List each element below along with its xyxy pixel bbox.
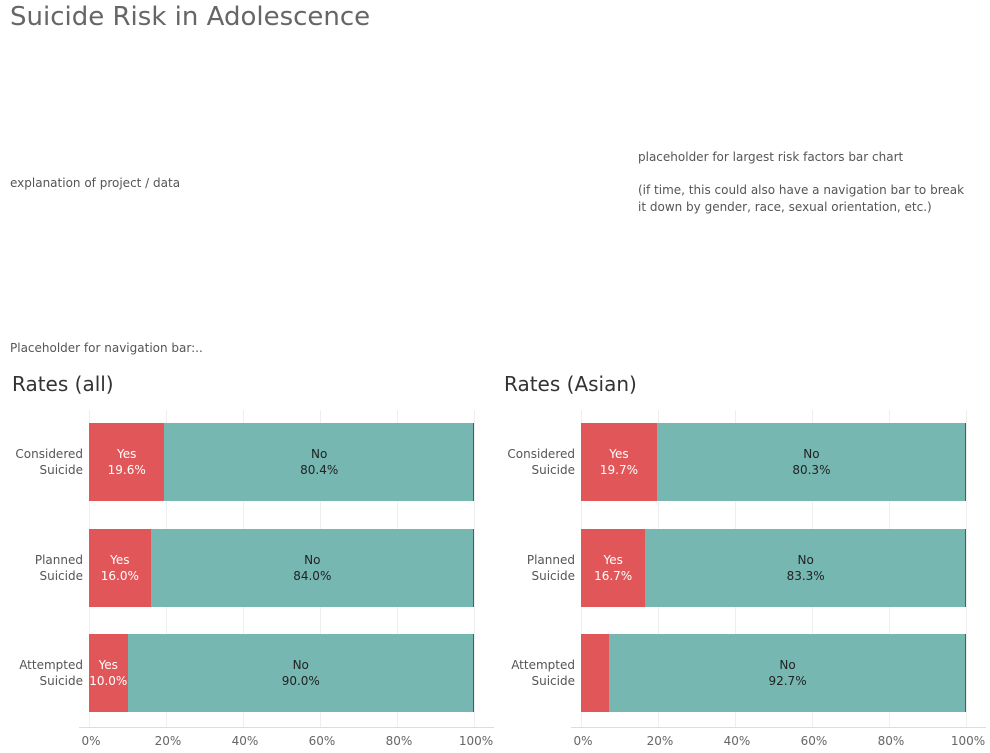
bar-segment <box>89 423 165 501</box>
segment-name: Yes <box>603 552 623 567</box>
x-tick-label: 80% <box>877 734 905 748</box>
x-tick-label: 20% <box>646 734 674 748</box>
segment-name: No <box>311 447 328 461</box>
bar-end <box>473 528 474 607</box>
risk-placeholder: placeholder for largest risk factors bar… <box>638 150 904 164</box>
risk-note: (if time, this could also have a navigat… <box>638 183 965 214</box>
x-tick-label: 100% <box>950 734 986 748</box>
segment-name: No <box>292 658 309 672</box>
axis-line <box>571 727 986 728</box>
data-label: 90.0% <box>281 674 320 688</box>
page-title: Suicide Risk in Adolescence <box>10 2 371 32</box>
data-label: 80.4% <box>300 463 339 477</box>
x-tick-label: 20% <box>154 734 182 748</box>
x-tick-label: 100% <box>458 734 494 748</box>
explanation: explanation of project / data <box>10 176 181 190</box>
chart-title: Rates (Asian) <box>504 372 637 396</box>
x-tick-label: 60% <box>308 734 336 748</box>
category-label: Planned Suicide <box>34 552 83 583</box>
data-label: 10.0% <box>89 674 128 688</box>
bar-end <box>473 634 474 712</box>
category-label: Considered Suicide <box>507 447 575 477</box>
segment-name: Yes <box>609 447 629 461</box>
data-label: 83.3% <box>786 568 825 583</box>
grid-line <box>966 410 967 727</box>
segment-name: Yes <box>117 447 137 461</box>
data-label: 92.7% <box>768 674 807 688</box>
x-tick-label: 40% <box>723 734 751 748</box>
bar-segment <box>150 528 474 607</box>
segment-name: Yes <box>98 658 118 672</box>
bar-end <box>473 423 474 501</box>
data-label: 19.6% <box>107 463 146 477</box>
x-tick-label: 0% <box>81 734 101 748</box>
bar-segment <box>89 528 151 607</box>
bar-segment <box>645 528 966 607</box>
segment-name: Yes <box>110 552 130 567</box>
nav-placeholder: Placeholder for navigation bar:.. <box>10 341 203 355</box>
segment-name: No <box>304 552 321 567</box>
category-label: Attempted Suicide <box>19 658 83 688</box>
data-label: 16.7% <box>594 568 633 583</box>
segment-name: No <box>797 552 814 567</box>
grid-line <box>474 410 475 727</box>
segment-name: No <box>779 658 796 672</box>
bar-end <box>965 528 966 607</box>
bar-segment <box>89 634 128 712</box>
chart-title: Rates (all) <box>12 372 114 396</box>
segment-name: No <box>803 447 820 461</box>
bar-segment <box>609 634 966 712</box>
data-label: 80.3% <box>792 463 831 477</box>
bar-segment <box>581 634 610 712</box>
bar-segment <box>581 528 646 607</box>
axis-line <box>79 727 494 728</box>
bar-segment <box>127 634 474 712</box>
bar-end <box>965 634 966 712</box>
data-label: 19.7% <box>599 463 638 477</box>
x-tick-label: 60% <box>800 734 828 748</box>
bar-segment <box>656 423 966 501</box>
x-tick-label: 0% <box>573 734 593 748</box>
data-label: 84.0% <box>293 568 332 583</box>
category-label: Planned Suicide <box>526 552 575 583</box>
category-label: Considered Suicide <box>15 447 83 477</box>
bar-end <box>965 423 966 501</box>
x-tick-label: 40% <box>231 734 259 748</box>
x-tick-label: 80% <box>385 734 413 748</box>
bar-segment <box>581 423 657 501</box>
category-label: Attempted Suicide <box>511 658 575 688</box>
bar-segment <box>164 423 474 501</box>
data-label: 16.0% <box>100 568 139 583</box>
